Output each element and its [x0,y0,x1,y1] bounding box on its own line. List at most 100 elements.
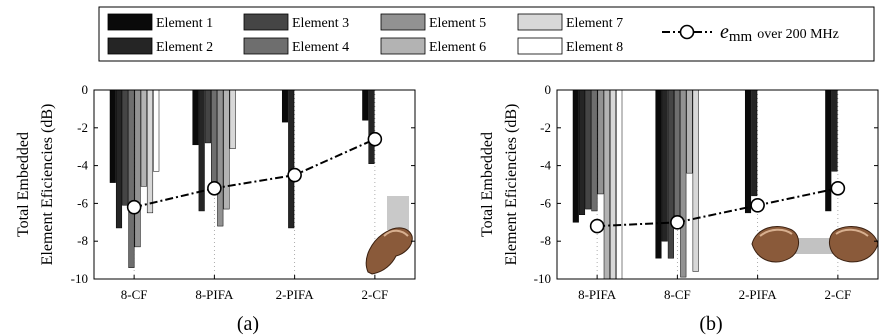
legend-emm-label: emm over 200 MHz [720,21,839,45]
x-tick-label-2-pifa: 2-PIFA [739,287,778,302]
bar-2-cf-element-1 [362,89,369,121]
legend-swatch-element-2 [107,37,153,55]
y-axis-label-line2: Element Eficiencies (dB) [39,104,56,266]
x-tick-label-8-pifa: 8-PIFA [578,287,617,302]
x-tick-label-8-cf: 8-CF [664,287,691,302]
y-axis-label-line1: Total Embedded [479,132,496,237]
legend-swatch-element-4 [243,37,289,55]
legend-label-element-5: Element 5 [429,16,486,31]
hand-highlight [383,229,409,237]
bar-8-pifa-element-2 [198,89,205,212]
bar-8-pifa-element-1 [192,89,199,146]
x-tick-label-2-cf: 2-CF [362,287,389,302]
bar-8-cf-element-1 [109,89,116,183]
bar-8-pifa-element-3 [585,89,592,210]
two-hands-photo [751,226,879,263]
emm-line [133,138,376,209]
legend: Element 1 Element 2 Element 3 Element 4 Elem… [98,6,875,62]
bar-8-cf-element-5 [134,89,141,248]
bar-8-pifa-element-8 [616,89,623,280]
chart-panel-b: 0 -2 -4 -6 -8 -10 8-PIFA 8-CF 2-PIFA 2-CF Total Em… [479,82,879,335]
bar-2-cf-element-2 [368,89,375,164]
bar-8-cf-element-4 [128,89,135,268]
y-axis-label-line1: Total Embedded [15,132,32,237]
legend-label-element-7: Element 7 [566,16,623,31]
y-tick-label: -10 [71,271,88,286]
bar-8-pifa-element-4 [591,89,598,212]
axes-frame [556,89,879,280]
bar-8-pifa-element-5 [597,89,604,195]
hand-shape [365,227,413,275]
legend-emm-symbol: e [720,21,729,43]
emm-point-8-pifa [207,180,222,196]
panel-caption: (a) [237,313,259,335]
bar-8-cf-element-5 [680,89,687,278]
legend-swatch-element-6 [380,37,426,55]
bar-8-cf-element-6 [140,89,147,187]
legend-swatch-element-1 [107,13,153,31]
legend-label-element-6: Element 6 [429,40,486,55]
right-hand-highlight [835,228,869,237]
y-tick-label: -8 [540,233,551,248]
emm-point-8-pifa [589,218,605,234]
y-tick-label: -4 [540,158,551,173]
left-hand-highlight [759,228,793,237]
bar-8-pifa-element-6 [223,89,230,210]
bar-8-cf-element-3 [667,89,674,259]
chart-panel-a: 0 -2 -4 -6 -8 -10 8-CF 8-PIFA 2-PIFA 2-CF Total Em… [15,82,416,335]
legend-emm-marker [679,24,695,40]
y-tick-label: -8 [77,233,88,248]
y-axis-label-line2: Element Eficiencies (dB) [503,104,520,266]
bar-8-pifa-element-2 [578,89,586,215]
y-tick-label: -2 [77,120,88,135]
bar-8-cf-element-7 [146,89,154,214]
bar-8-pifa-element-3 [204,89,211,144]
left-hand-shape [751,226,799,263]
axes-frame [93,89,416,280]
bar-8-pifa-element-7 [229,89,236,149]
emm-point-2-cf [367,131,383,147]
emm-point-2-pifa [750,197,765,213]
bar-8-pifa-element-5 [217,89,224,227]
bar-2-pifa-element-2 [751,89,758,197]
legend-label-element-8: Element 8 [566,40,623,55]
right-hand-shape [829,226,879,263]
emm-point-8-cf [670,215,685,230]
emm-point-2-cf [830,180,846,196]
bar-2-cf-element-1 [825,89,832,212]
y-tick-label: 0 [545,82,552,97]
y-tick-label: -2 [540,120,551,135]
bar-8-cf-element-6 [686,89,693,174]
y-tick-label: 0 [82,82,89,97]
bar-8-cf-element-1 [655,89,662,259]
x-tick-label-8-pifa: 8-PIFA [195,287,234,302]
legend-emm-suffix: over 200 MHz [757,27,839,42]
legend-swatch-element-8 [517,37,563,55]
bar-8-cf-element-8 [153,89,160,172]
x-tick-label-8-cf: 8-CF [121,287,148,302]
panel-caption: (b) [699,313,722,335]
bar-8-cf-element-2 [661,89,668,242]
legend-swatch-element-7 [517,13,563,31]
one-hand-photo [365,196,413,275]
y-tick-label: -10 [534,271,551,286]
bar-8-pifa-element-1 [572,89,579,223]
bar-8-cf-element-2 [115,89,123,229]
emm-point-2-pifa [287,167,302,183]
bar-8-pifa-element-4 [211,89,218,187]
y-tick-label: -4 [77,158,88,173]
legend-box [98,6,875,62]
y-tick-label: -6 [77,195,88,210]
legend-label-element-2: Element 2 [156,40,213,55]
bar-2-cf-element-2 [831,89,838,172]
legend-swatch-element-5 [380,13,426,31]
emm-point-8-cf [126,199,142,215]
emm-line [597,187,839,228]
phone-shape [387,196,409,230]
legend-label-element-3: Element 3 [292,16,349,31]
bar-8-cf-element-4 [674,89,681,223]
bar-8-pifa-element-7 [609,89,617,280]
bar-8-cf-element-7 [692,89,699,272]
bar-2-pifa-element-2 [288,89,295,229]
